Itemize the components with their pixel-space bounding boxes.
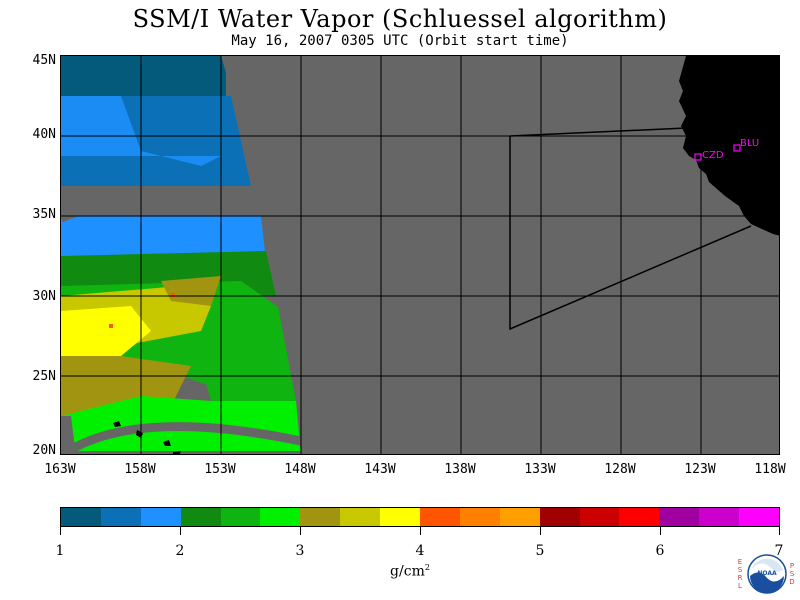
map-subtitle: May 16, 2007 0305 UTC (Orbit start time) (231, 33, 569, 49)
vapor-max-spot (109, 324, 113, 328)
colorbar-swatch-5 (260, 508, 301, 526)
station-marker-blu (733, 144, 741, 152)
colorbar-label-6: 6 (655, 543, 665, 559)
colorbar-swatch-10 (459, 508, 500, 526)
colorbar-swatch-9 (420, 508, 460, 526)
noaa-emblem-icon: NOAA (747, 554, 787, 594)
colorbar-swatch-6 (300, 508, 341, 526)
vapor-band-1-2 (61, 56, 226, 96)
colorbar-swatch-17 (739, 508, 780, 526)
colorbar-swatch-11 (499, 508, 540, 526)
colorbar-swatch-15 (659, 508, 700, 526)
lon-label-128w: 128W (604, 462, 636, 477)
island-mark (173, 451, 181, 454)
lon-label-163w: 163W (44, 462, 76, 477)
units-text: g/cm (390, 563, 425, 580)
map-grid (61, 56, 779, 454)
colorbar-label-4: 4 (415, 543, 425, 559)
swath-gap-arc (61, 422, 302, 454)
lon-label-118w: 118W (754, 462, 786, 477)
station-marker-czd (694, 153, 702, 161)
colorbar-swatch-2 (140, 508, 181, 526)
lon-label-148w: 148W (284, 462, 316, 477)
colorbar-tick (300, 527, 301, 535)
colorbar-tick (540, 527, 541, 535)
colorbar-swatch-8 (380, 508, 421, 526)
vapor-band-1-9 (61, 216, 266, 261)
colorbar-label-2: 2 (175, 543, 185, 559)
svg-text:NOAA: NOAA (757, 570, 777, 577)
vapor-max-spot (171, 293, 175, 297)
units-label: g/cm2 (380, 563, 440, 580)
colorbar-swatch-14 (619, 508, 660, 526)
colorbar-tick (60, 527, 61, 535)
lat-label-40n: 40N (32, 127, 56, 142)
region-outline (509, 127, 687, 137)
lat-label-30n: 30N (32, 289, 56, 304)
vapor-band-2-6 (201, 356, 296, 401)
lat-label-45n: 45N (32, 53, 56, 68)
vapor-band-3-2 (161, 276, 221, 306)
water-vapor-map: CZD BLU (60, 55, 780, 455)
lat-label-25n: 25N (32, 369, 56, 384)
colorbar-label-7: 7 (774, 543, 784, 559)
colorbar-label-5: 5 (535, 543, 545, 559)
lon-label-153w: 153W (204, 462, 236, 477)
swath-left-gap (61, 416, 76, 454)
satellite-swath (61, 56, 779, 454)
colorbar-tick (779, 527, 780, 535)
region-outline (509, 136, 752, 331)
lat-label-20n: 20N (32, 443, 56, 458)
island-mark (163, 440, 171, 446)
lon-label-133w: 133W (524, 462, 556, 477)
vapor-band-1-8 (61, 96, 221, 166)
station-label-czd: CZD (702, 150, 724, 161)
colorbar-swatch-0 (61, 508, 101, 526)
lon-label-123w: 123W (684, 462, 716, 477)
colorbar-swatch-7 (340, 508, 381, 526)
lon-label-138w: 138W (444, 462, 476, 477)
colorbar-tick (660, 527, 661, 535)
map-title: SSM/I Water Vapor (Schluessel algorithm) (132, 5, 668, 33)
lon-label-143w: 143W (364, 462, 396, 477)
land-california (679, 56, 779, 236)
colorbar-swatch-3 (180, 508, 221, 526)
colorbar-swatch-12 (539, 508, 580, 526)
swath-edge (221, 56, 779, 454)
colorbar-swatch-13 (579, 508, 620, 526)
units-exponent: 2 (424, 563, 430, 572)
vapor-band-3-8 (61, 306, 151, 361)
lon-label-158w: 158W (124, 462, 156, 477)
color-scale-bar (60, 507, 780, 527)
swath-gap-arc (61, 192, 263, 223)
colorbar-label-1: 1 (55, 543, 65, 559)
colorbar-tick (420, 527, 421, 535)
colorbar-swatch-16 (699, 508, 740, 526)
lat-label-35n: 35N (32, 207, 56, 222)
colorbar-label-3: 3 (295, 543, 305, 559)
colorbar-swatch-4 (220, 508, 261, 526)
island-mark (113, 421, 121, 427)
station-label-blu: BLU (740, 138, 759, 149)
colorbar-swatch-1 (100, 508, 141, 526)
colorbar-tick (180, 527, 181, 535)
